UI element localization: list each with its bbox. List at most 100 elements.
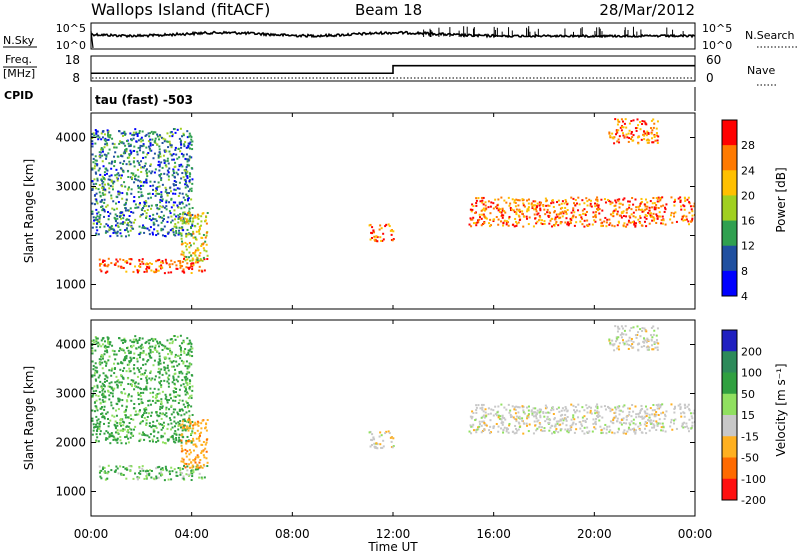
velocity-scatter-point bbox=[130, 358, 133, 361]
power-scatter-point bbox=[656, 197, 659, 200]
velocity-scatter-point bbox=[378, 435, 381, 438]
power-scatter-point bbox=[139, 215, 142, 218]
power-scatter-point bbox=[111, 185, 114, 188]
power-scatter-point bbox=[188, 175, 191, 178]
power-colorbar-segment bbox=[722, 170, 737, 196]
power-scatter-point bbox=[198, 225, 201, 228]
power-scatter-point bbox=[185, 255, 188, 258]
velocity-scatter-point bbox=[149, 370, 152, 373]
power-scatter-point bbox=[145, 215, 148, 218]
velocity-scatter-point bbox=[670, 418, 673, 421]
velocity-scatter-point bbox=[132, 380, 135, 383]
velocity-scatter-point bbox=[145, 423, 148, 426]
power-scatter-point bbox=[118, 215, 121, 218]
velocity-scatter-point bbox=[149, 351, 152, 354]
power-scatter-point bbox=[654, 139, 657, 142]
velocity-scatter-point bbox=[103, 417, 106, 420]
velocity-scatter-point bbox=[616, 431, 619, 434]
power-scatter-point bbox=[186, 175, 189, 178]
velocity-scatter-point bbox=[182, 424, 185, 427]
power-scatter-point bbox=[117, 265, 120, 268]
power-scatter-point bbox=[508, 215, 511, 218]
velocity-scatter-point bbox=[549, 418, 552, 421]
power-scatter-point bbox=[600, 222, 603, 225]
power-scatter-point bbox=[658, 211, 661, 214]
power-scatter-point bbox=[547, 214, 550, 217]
power-scatter-point bbox=[470, 218, 473, 221]
velocity-scatter-point bbox=[656, 346, 659, 349]
power-scatter-point bbox=[125, 228, 128, 231]
power-scatter-point bbox=[624, 118, 627, 121]
velocity-scatter-point bbox=[140, 367, 143, 370]
power-scatter-point bbox=[113, 165, 116, 168]
power-scatter-point bbox=[110, 197, 113, 200]
power-scatter-point bbox=[618, 214, 621, 217]
velocity-scatter-point bbox=[170, 422, 173, 425]
power-scatter-point bbox=[623, 135, 626, 138]
velocity-scatter-point bbox=[145, 422, 148, 425]
velocity-scatter-point bbox=[91, 352, 94, 355]
velocity-scatter-point bbox=[515, 431, 518, 434]
power-scatter-point bbox=[145, 179, 148, 182]
velocity-colorbar-segment bbox=[722, 436, 737, 458]
velocity-scatter-point bbox=[649, 422, 652, 425]
power-scatter-point bbox=[113, 180, 116, 183]
power-scatter-point bbox=[187, 146, 190, 149]
velocity-scatter-point bbox=[116, 429, 119, 432]
velocity-scatter-point bbox=[653, 329, 656, 332]
power-scatter-point bbox=[96, 163, 99, 166]
velocity-scatter-point bbox=[134, 381, 137, 384]
velocity-scatter-point bbox=[683, 421, 686, 424]
velocity-scatter-point bbox=[614, 415, 617, 418]
power-scatter-point bbox=[500, 220, 503, 223]
velocity-scatter-point bbox=[177, 354, 180, 357]
power-scatter-point bbox=[172, 158, 175, 161]
velocity-scatter-point bbox=[596, 410, 599, 413]
velocity-scatter-point bbox=[190, 342, 193, 345]
power-scatter-point bbox=[646, 130, 649, 133]
power-scatter-point bbox=[182, 251, 185, 254]
velocity-scatter-point bbox=[100, 354, 103, 357]
velocity-scatter-point bbox=[145, 379, 148, 382]
velocity-scatter-point bbox=[124, 436, 127, 439]
power-scatter-point bbox=[480, 217, 483, 220]
power-scatter-point bbox=[191, 182, 194, 185]
power-scatter-point bbox=[192, 232, 195, 235]
velocity-scatter-point bbox=[148, 436, 151, 439]
velocity-scatter-point bbox=[569, 424, 572, 427]
power-scatter-point bbox=[172, 192, 175, 195]
power-scatter-point bbox=[168, 263, 171, 266]
nave-tick-top: 60 bbox=[706, 53, 721, 67]
power-scatter-point bbox=[688, 201, 691, 204]
power-scatter-point bbox=[177, 260, 180, 263]
power-scatter-point bbox=[170, 146, 173, 149]
velocity-scatter-point bbox=[144, 470, 147, 473]
velocity-scatter-point bbox=[124, 339, 127, 342]
power-scatter-point bbox=[174, 148, 177, 151]
velocity-scatter-point bbox=[191, 475, 194, 478]
power-scatter-point bbox=[122, 258, 125, 261]
power-scatter-point bbox=[205, 250, 208, 253]
power-scatter-point bbox=[579, 220, 582, 223]
power-scatter-point bbox=[116, 217, 119, 220]
power-scatter-point bbox=[180, 237, 183, 240]
velocity-scatter-point bbox=[123, 337, 126, 340]
velocity-scatter-point bbox=[187, 473, 190, 476]
power-scatter-point bbox=[638, 204, 641, 207]
power-scatter-point bbox=[116, 179, 119, 182]
power-scatter-point bbox=[169, 131, 172, 134]
power-scatter-point bbox=[673, 212, 676, 215]
power-scatter-point bbox=[132, 137, 135, 140]
power-scatter-point bbox=[656, 142, 659, 145]
velocity-scatter-point bbox=[673, 419, 676, 422]
power-scatter-point bbox=[163, 159, 166, 162]
velocity-scatter-point bbox=[161, 423, 164, 426]
power-scatter-point bbox=[633, 223, 636, 226]
power-scatter-point bbox=[103, 198, 106, 201]
velocity-scatter-point bbox=[188, 414, 191, 417]
velocity-scatter-point bbox=[565, 418, 568, 421]
velocity-scatter-point bbox=[132, 418, 135, 421]
velocity-scatter-point bbox=[117, 397, 120, 400]
velocity-scatter-point bbox=[155, 475, 158, 478]
power-scatter-point bbox=[648, 209, 651, 212]
